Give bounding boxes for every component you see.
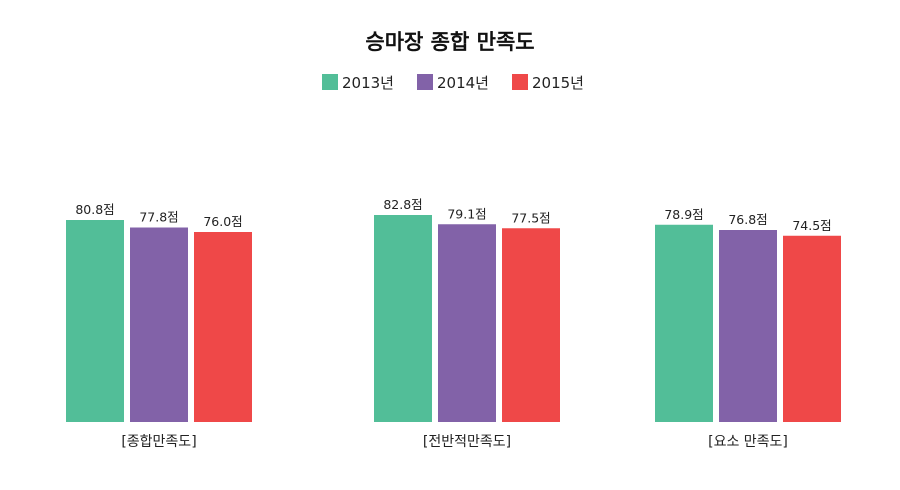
bar-cat2-series3: [502, 228, 560, 422]
legend-swatch-2: [417, 74, 433, 90]
bar-cat3-series3: [783, 235, 841, 422]
value-label-cat3-series2: 76.8점: [728, 212, 767, 227]
value-label-cat3-series3: 74.5점: [792, 218, 831, 233]
bar-cat3-series2: [719, 230, 777, 422]
value-label-cat1-series2: 77.8점: [139, 210, 178, 225]
value-labels-group: 80.8점 77.8점 76.0점 82.8점 79.1점 77.5점 78.9점 76.8점…: [75, 197, 831, 233]
bars-group: [66, 215, 841, 422]
value-label-cat2-series1: 82.8점: [383, 197, 422, 212]
value-label-cat1-series1: 80.8점: [75, 202, 114, 217]
value-label-cat2-series3: 77.5점: [511, 210, 550, 225]
bar-cat1-series1: [66, 220, 124, 422]
legend-swatch-1: [322, 74, 338, 90]
value-label-cat2-series2: 79.1점: [447, 206, 486, 221]
legend-label-3: 2015년: [532, 74, 584, 92]
bar-cat3-series1: [655, 224, 713, 422]
legend-label-1: 2013년: [342, 74, 394, 92]
bar-cat2-series1: [374, 215, 432, 422]
chart-title: 승마장 종합 만족도: [365, 30, 534, 54]
value-label-cat1-series3: 76.0점: [203, 214, 242, 229]
bar-cat1-series3: [194, 232, 252, 422]
bar-cat1-series2: [130, 227, 188, 422]
value-label-cat3-series1: 78.9점: [664, 207, 703, 222]
legend-swatch-3: [512, 74, 528, 90]
category-label-1: [종합만족도]: [121, 434, 196, 450]
chart-legend: 2013년 2014년 2015년: [322, 74, 584, 92]
category-label-3: [요소 만족도]: [708, 434, 788, 450]
legend-label-2: 2014년: [437, 74, 489, 92]
category-label-2: [전반적만족도]: [423, 434, 511, 450]
bar-cat2-series2: [438, 224, 496, 422]
category-labels-group: [종합만족도] [전반적만족도] [요소 만족도]: [121, 434, 788, 450]
